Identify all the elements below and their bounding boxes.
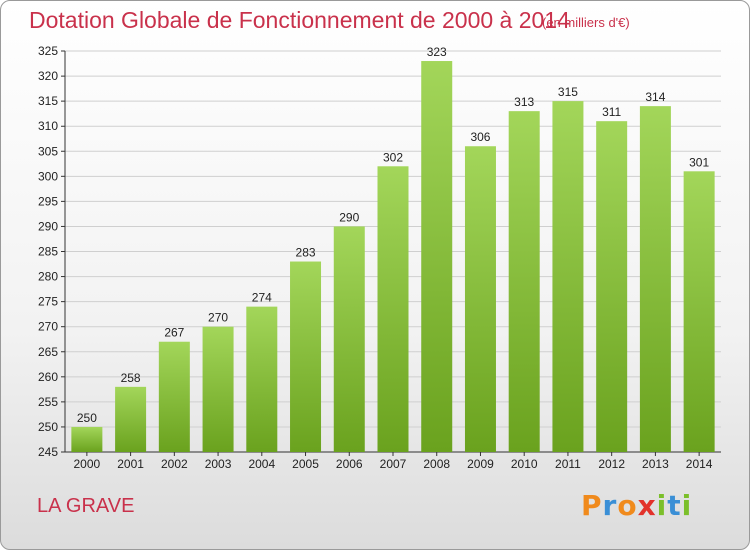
proxiti-logo[interactable]: Proxiti	[581, 489, 692, 522]
data-label: 274	[252, 291, 272, 305]
data-labels: 250 258 267 270 274 283 290 302 323 306 313 315 311 3…	[77, 45, 710, 425]
y-tick-label: 265	[38, 345, 58, 359]
y-tick-label: 315	[38, 94, 58, 108]
y-tick-label: 270	[38, 320, 58, 334]
y-tick-label: 260	[38, 370, 58, 384]
data-label: 290	[339, 210, 359, 224]
bar-2006	[333, 226, 365, 452]
bar-2002	[158, 341, 190, 452]
y-tick-label: 310	[38, 119, 58, 133]
x-tick-label: 2010	[511, 457, 538, 471]
y-tick-label: 290	[38, 219, 58, 233]
bar-2008	[421, 61, 453, 453]
chart-title: Dotation Globale de Fonctionnement de 20…	[29, 7, 570, 33]
data-label: 258	[121, 371, 141, 385]
data-label: 301	[689, 155, 709, 169]
x-tick-label: 2005	[292, 457, 319, 471]
y-tick-label: 325	[38, 44, 58, 58]
bar-2014	[683, 171, 715, 453]
logo-letter: i	[656, 489, 668, 522]
logo-letter: r	[602, 489, 618, 522]
bar-2013	[639, 106, 671, 452]
logo-letter: x	[637, 489, 657, 522]
x-tick-label: 2012	[598, 457, 625, 471]
bar-2000	[71, 426, 103, 452]
y-tick-label: 320	[38, 69, 58, 83]
x-tick-label: 2007	[380, 457, 407, 471]
y-tick-label: 305	[38, 144, 58, 158]
x-tick-label: 2006	[336, 457, 363, 471]
bar-2011	[552, 101, 584, 452]
data-label: 267	[164, 326, 184, 340]
logo-letter: i	[681, 489, 693, 522]
chart-unit: (en milliers d'€)	[542, 15, 630, 30]
y-tick-label: 255	[38, 395, 58, 409]
x-tick-label: 2004	[248, 457, 275, 471]
data-label: 270	[208, 311, 228, 325]
data-label: 315	[558, 85, 578, 99]
data-label: 306	[470, 130, 490, 144]
data-label: 323	[427, 45, 447, 59]
x-tick-label: 2009	[467, 457, 494, 471]
bar-2012	[596, 121, 628, 453]
commune-name: LA GRAVE	[37, 495, 135, 517]
x-tick-label: 2008	[423, 457, 450, 471]
y-tick-label: 250	[38, 420, 58, 434]
bar-2010	[508, 111, 540, 453]
logo-letter: o	[617, 489, 638, 522]
data-label: 250	[77, 411, 97, 425]
y-tick-label: 285	[38, 245, 58, 259]
x-tick-label: 2002	[161, 457, 188, 471]
x-tick-label: 2003	[205, 457, 232, 471]
bars	[71, 61, 715, 453]
bar-2004	[246, 306, 278, 452]
y-tick-label: 275	[38, 295, 58, 309]
bar-2005	[290, 261, 322, 452]
y-tick-label: 300	[38, 169, 58, 183]
data-label: 302	[383, 150, 403, 164]
bar-2007	[377, 166, 409, 452]
logo-letter: P	[581, 489, 603, 522]
data-label: 283	[296, 246, 316, 260]
x-tick-label: 2000	[74, 457, 101, 471]
logo-letter: t	[667, 489, 682, 522]
x-tick-label: 2011	[555, 457, 581, 471]
x-tick-label: 2001	[117, 457, 144, 471]
data-label: 314	[645, 90, 665, 104]
y-tick-label: 280	[38, 270, 58, 284]
y-tick-label: 295	[38, 194, 58, 208]
x-tick-label: 2014	[686, 457, 713, 471]
bar-2001	[115, 386, 147, 452]
y-tick-label: 245	[38, 445, 58, 459]
bar-2003	[202, 326, 234, 452]
data-label: 311	[602, 105, 621, 119]
bar-2009	[464, 146, 496, 453]
x-tick-label: 2013	[642, 457, 669, 471]
data-label: 313	[514, 95, 534, 109]
